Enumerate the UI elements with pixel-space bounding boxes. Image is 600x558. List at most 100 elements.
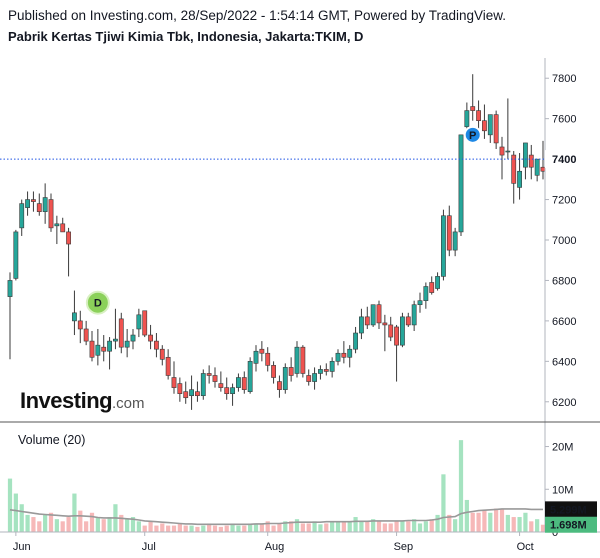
volume-bar <box>166 525 171 532</box>
volume-bar <box>218 526 223 532</box>
volume-bar <box>259 523 264 532</box>
volume-bar <box>148 521 153 532</box>
price-tick-label: 6600 <box>552 316 576 328</box>
candle-body <box>359 316 364 334</box>
volume-bar <box>95 517 100 532</box>
volume-bar <box>523 512 528 532</box>
volume-bar <box>265 521 270 532</box>
candle-body <box>288 367 294 376</box>
volume-bar <box>125 519 130 532</box>
candle-body <box>48 199 54 229</box>
volume-bar <box>359 521 364 532</box>
axes: 7800 7600 7400 7200 7000 6800 6600 6400 6200 20M 1… <box>0 58 600 553</box>
chart-header: Published on Investing.com, 28/Sep/2022 … <box>8 8 588 44</box>
volume-title: Volume (20) <box>18 433 85 447</box>
volume-ma-line <box>9 508 543 526</box>
candle-body <box>89 340 95 358</box>
candle-body <box>218 383 224 388</box>
candle-body <box>165 356 171 376</box>
volume-bar <box>447 514 452 532</box>
candle-body <box>394 326 399 346</box>
candle-body <box>493 114 499 144</box>
volume-bar <box>189 525 194 532</box>
candle-body <box>458 134 464 233</box>
volume-bar <box>154 525 159 532</box>
published-line: Published on Investing.com, 28/Sep/2022 … <box>8 8 507 23</box>
candle-body <box>417 300 423 306</box>
logo-suffix: .com <box>112 395 145 412</box>
volume-bar <box>435 514 440 532</box>
candle-body <box>7 280 13 297</box>
volume-bar <box>25 514 30 532</box>
volume-bar <box>423 521 428 532</box>
candle-body <box>154 340 159 350</box>
candle-body <box>347 348 353 358</box>
candle-body <box>353 332 358 350</box>
volume-bar <box>382 523 387 532</box>
candle-body <box>364 316 370 326</box>
price-tick-label: 7200 <box>552 195 576 207</box>
candle-body <box>441 215 446 277</box>
volume-bar <box>417 523 423 532</box>
volume-bar <box>529 521 534 532</box>
candle-body <box>534 158 540 176</box>
candle-body <box>259 348 265 354</box>
candle-body <box>60 223 66 233</box>
volume-tick-label: 10M <box>552 484 573 496</box>
volume-bar <box>294 519 300 532</box>
time-tick-label: Jun <box>13 541 31 553</box>
volume-bar <box>195 526 200 532</box>
candle-body <box>487 114 493 136</box>
candle-body <box>195 391 200 397</box>
volume-bar <box>13 493 18 532</box>
candle-body <box>101 346 107 352</box>
candle-body <box>177 383 183 394</box>
investing-logo: Investing .com <box>20 388 145 413</box>
price-tick-label: 7000 <box>552 235 576 247</box>
volume-bar <box>171 525 177 532</box>
last-price-label-bg <box>545 150 585 169</box>
last-price-label: 7400 <box>552 154 576 166</box>
candle-body <box>540 166 546 172</box>
candle-body <box>476 110 481 121</box>
candle-body <box>265 352 271 366</box>
volume-bar <box>43 514 48 532</box>
volume-bar <box>37 521 42 532</box>
candle-body <box>247 361 253 392</box>
volume-bar <box>400 521 405 532</box>
volume-bar <box>201 525 206 532</box>
volume-bar <box>136 521 141 532</box>
volume-bar <box>312 521 317 532</box>
price-tick-label: 6200 <box>552 397 576 409</box>
candle-body <box>388 324 394 338</box>
volume-bar <box>517 517 522 532</box>
candle-body <box>370 304 376 326</box>
candle-body <box>318 369 323 374</box>
volume-bar <box>242 525 247 532</box>
candle-body <box>13 231 19 279</box>
volume-bar <box>7 478 13 532</box>
volume-bar <box>458 440 464 532</box>
volume-bar <box>107 517 112 532</box>
candle-body <box>435 276 440 289</box>
volume-bar <box>283 521 288 532</box>
candle-body <box>376 304 382 324</box>
price-tick-label: 6800 <box>552 275 576 287</box>
volume-ma-label: 5.299M <box>550 504 587 516</box>
candle-body <box>212 375 218 382</box>
volume-bar <box>482 510 487 532</box>
candle-body <box>517 170 522 188</box>
volume-bar <box>306 523 311 532</box>
volume-bar <box>470 512 475 532</box>
candle-body <box>382 322 388 326</box>
price-tick-label: 7600 <box>552 114 576 126</box>
candle-body <box>72 312 77 322</box>
volume-bar <box>406 521 411 532</box>
candle-body <box>36 203 42 212</box>
volume-last-label-bg <box>545 516 597 533</box>
volume-bar <box>453 519 458 532</box>
candle-body <box>159 348 165 360</box>
candle-body <box>31 199 36 202</box>
volume-bar <box>494 508 499 532</box>
